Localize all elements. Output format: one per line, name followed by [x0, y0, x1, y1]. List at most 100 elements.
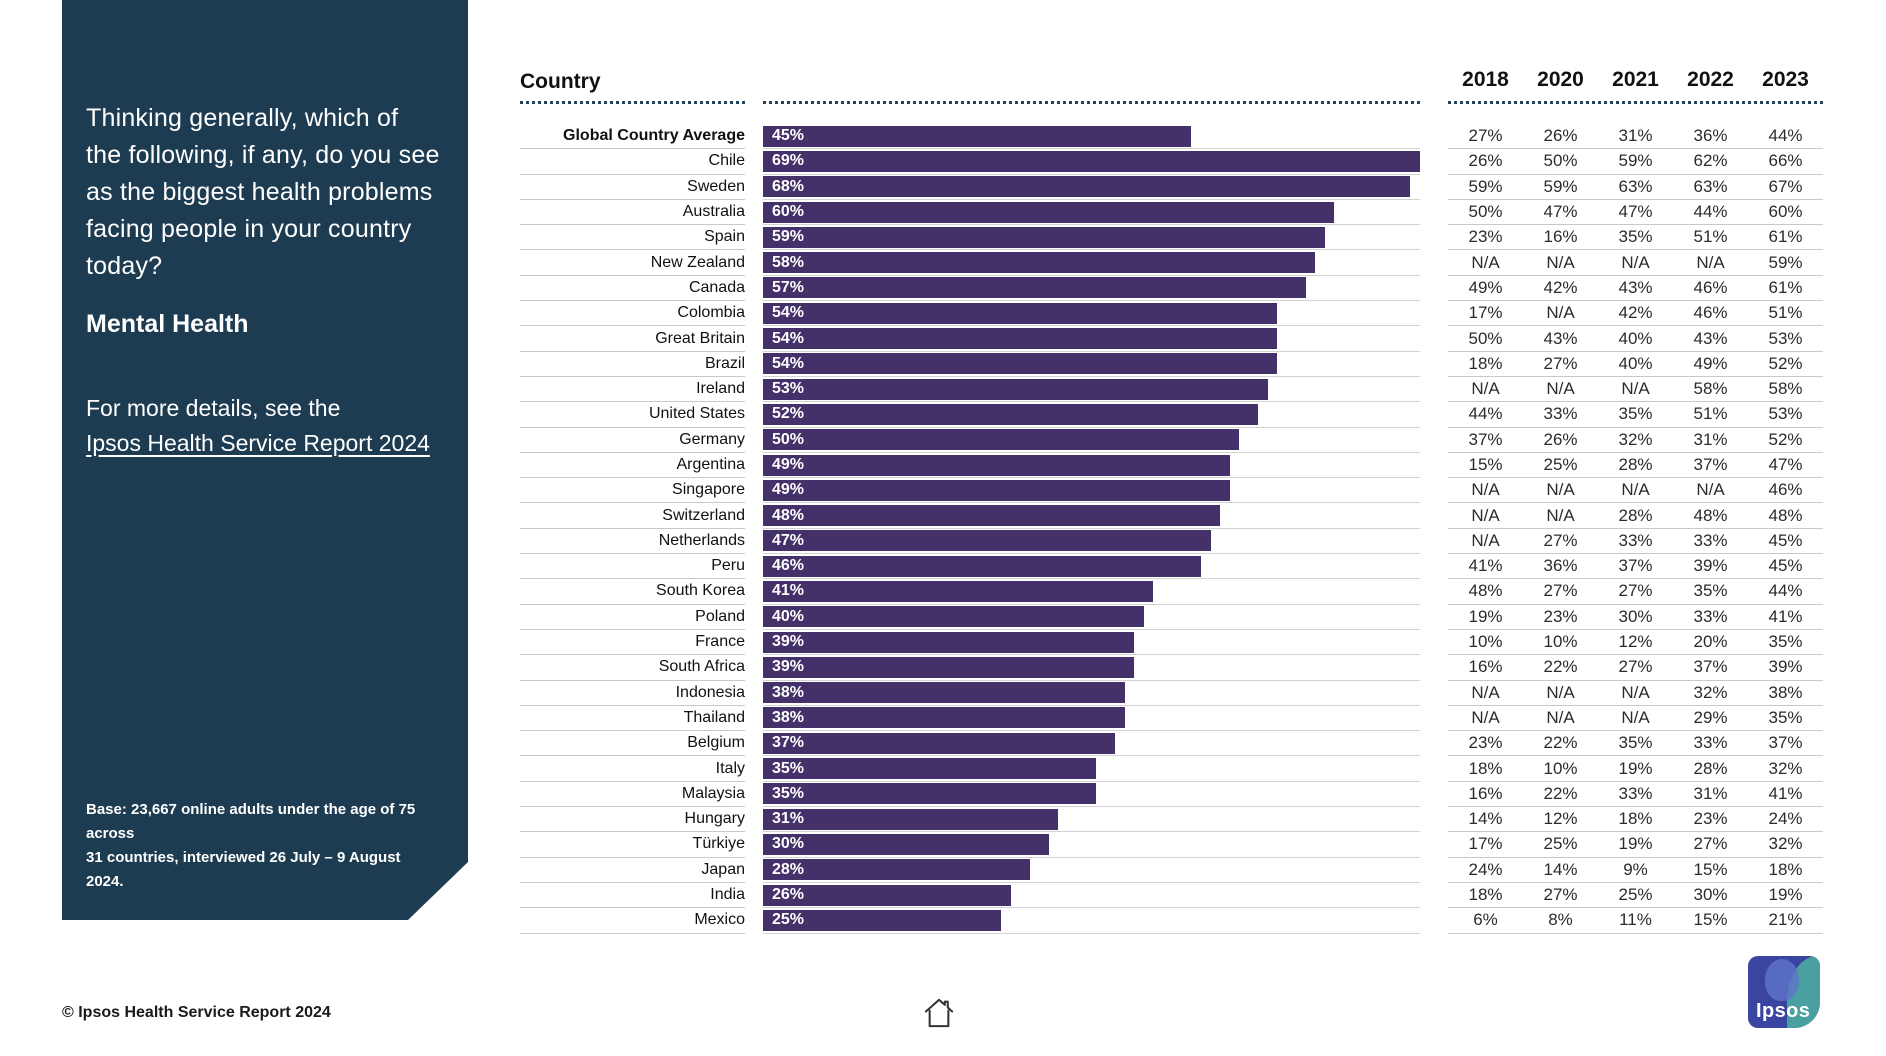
year-cell: 33% — [1693, 606, 1728, 626]
bar-cell: 58% — [763, 250, 1420, 276]
year-cell: 37% — [1693, 455, 1728, 474]
bar: 30% — [763, 833, 1049, 855]
column-gap — [745, 250, 763, 275]
year-cell: 40% — [1618, 328, 1653, 348]
bar-value: 31% — [772, 810, 805, 828]
year-values: 18% 27% 40% 49% 52% — [1448, 352, 1823, 377]
country-label: Malaysia — [520, 782, 745, 808]
year-values: N/A 27% 33% 33% 45% — [1448, 529, 1823, 555]
column-gap — [1420, 453, 1448, 478]
year-cell: 31% — [1693, 429, 1728, 449]
table-row: Argentina 49% 15% 25% 28% 37% 47% — [520, 453, 1823, 479]
year-cell: 24% — [1468, 859, 1503, 879]
chart-rows: Global Country Average 45% 27% 26% 31% 36% 44%… — [520, 124, 1823, 934]
year-cell: 67% — [1768, 176, 1803, 196]
bar-cell: 47% — [763, 529, 1420, 555]
column-gap — [745, 326, 763, 351]
year-cell: N/A — [1621, 707, 1650, 727]
sidebar: Thinking generally, which of the followi… — [62, 0, 468, 920]
bar-value: 30% — [772, 835, 805, 853]
table-row: Indonesia 38% N/A N/A N/A 32% 38% — [520, 681, 1823, 706]
year-cell: 37% — [1468, 429, 1503, 449]
year-cell: 27% — [1618, 657, 1653, 677]
bar-value: 47% — [772, 531, 805, 549]
year-cell: N/A — [1546, 303, 1575, 323]
year-cell: 32% — [1693, 682, 1728, 702]
bar-cell: 49% — [763, 478, 1420, 504]
bar: 50% — [763, 429, 1240, 451]
report-link[interactable]: Ipsos Health Service Report 2024 — [86, 430, 430, 456]
year-cell: N/A — [1546, 682, 1575, 702]
year-cell: 25% — [1618, 885, 1653, 905]
column-gap — [745, 883, 763, 908]
bar-value: 49% — [772, 456, 805, 473]
column-gap — [745, 175, 763, 200]
year-cell: N/A — [1696, 252, 1725, 272]
column-gap — [745, 225, 763, 250]
table-row: Italy 35% 18% 10% 19% 28% 32% — [520, 756, 1823, 782]
year-cell: 27% — [1543, 581, 1578, 601]
year-cell: N/A — [1621, 252, 1650, 272]
year-header: 2023 — [1762, 68, 1809, 91]
country-label: Brazil — [520, 352, 745, 377]
bar-value: 40% — [772, 607, 805, 625]
year-cell: 42% — [1618, 303, 1653, 323]
year-cell: 63% — [1618, 176, 1653, 196]
bar-value: 35% — [772, 784, 805, 802]
column-gap — [1420, 326, 1448, 351]
bar-value: 59% — [772, 228, 805, 246]
bar: 69% — [763, 150, 1420, 172]
year-cell: 45% — [1768, 556, 1803, 576]
bar-cell: 25% — [763, 908, 1420, 934]
bar-cell: 30% — [763, 832, 1420, 858]
year-cell: 30% — [1618, 606, 1653, 626]
bar-value: 48% — [772, 506, 805, 524]
bar-value: 57% — [772, 278, 805, 296]
bar-value: 54% — [772, 304, 805, 322]
year-cell: 15% — [1693, 910, 1728, 930]
bar-cell: 50% — [763, 428, 1420, 453]
year-cell: 17% — [1468, 303, 1503, 323]
bar: 39% — [763, 656, 1135, 678]
country-label: South Korea — [520, 579, 745, 605]
bar-cell: 69% — [763, 149, 1420, 175]
year-cell: 53% — [1768, 404, 1803, 424]
bar-value: 53% — [772, 380, 805, 398]
column-gap — [745, 706, 763, 731]
bar-cell: 60% — [763, 200, 1420, 226]
table-row: Australia 60% 50% 47% 47% 44% 60% — [520, 200, 1823, 226]
column-gap — [745, 605, 763, 630]
year-values: 44% 33% 35% 51% 53% — [1448, 402, 1823, 428]
bar-cell: 57% — [763, 276, 1420, 302]
year-values: 10% 10% 12% 20% 35% — [1448, 630, 1823, 656]
column-gap — [745, 832, 763, 857]
year-cell: 23% — [1693, 809, 1728, 829]
column-gap — [745, 301, 763, 326]
bar: 28% — [763, 859, 1030, 881]
year-cell: 48% — [1468, 581, 1503, 601]
country-label: Mexico — [520, 908, 745, 934]
year-cell: 46% — [1693, 303, 1728, 323]
bar: 40% — [763, 606, 1144, 628]
year-cell: 61% — [1768, 227, 1803, 247]
bar-value: 58% — [772, 253, 805, 271]
year-headers: 2018 2020 2021 2022 2023 — [1448, 68, 1823, 92]
table-row: Canada 57% 49% 42% 43% 46% 61% — [520, 276, 1823, 302]
logo-wordmark: Ipsos — [1756, 1000, 1811, 1022]
country-label: Thailand — [520, 706, 745, 732]
column-gap — [1420, 756, 1448, 781]
table-row: Japan 28% 24% 14% 9% 15% 18% — [520, 858, 1823, 883]
bar: 54% — [763, 302, 1278, 324]
year-cell: 22% — [1543, 783, 1578, 803]
column-gap — [745, 478, 763, 503]
year-cell: 9% — [1623, 859, 1648, 879]
home-button[interactable] — [921, 994, 957, 1032]
column-gap — [1420, 503, 1448, 528]
year-cell: 49% — [1693, 353, 1728, 373]
table-row: Brazil 54% 18% 27% 40% 49% 52% — [520, 352, 1823, 377]
year-cell: 52% — [1768, 429, 1803, 449]
year-values: 18% 10% 19% 28% 32% — [1448, 756, 1823, 782]
bar-cell: 54% — [763, 352, 1420, 377]
year-cell: 46% — [1693, 277, 1728, 297]
bar-cell: 53% — [763, 377, 1420, 403]
